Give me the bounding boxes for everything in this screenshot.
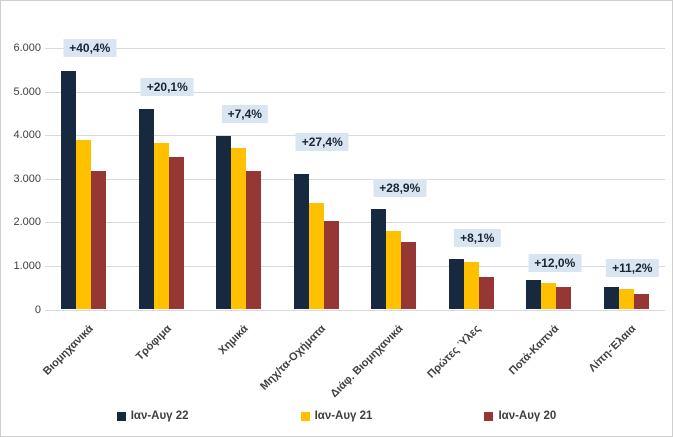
- x-axis-category-text: Ποτά-Καπνά: [506, 322, 561, 377]
- y-axis-tick-label: 1.000: [13, 259, 41, 272]
- bar-Ιαν-Αυγ-20-Βιομηχανικά: [91, 170, 107, 310]
- bar-Ιαν-Αυγ-22-Πρώτες Ύλες: [448, 258, 464, 310]
- x-axis-category-text: Τρόφιμα: [133, 322, 174, 363]
- gridline: [45, 48, 665, 49]
- x-axis-category-text: Χημικά: [216, 322, 251, 357]
- x-axis-category-text: Διάφ. Βιομηχανικά: [328, 322, 406, 400]
- legend-item: Ιαν-Αυγ 21: [300, 410, 373, 422]
- bar-Ιαν-Αυγ-20-Λίπη-Έλαια: [633, 293, 649, 310]
- x-axis-category-text: Λίπη-Έλαια: [586, 322, 639, 374]
- bar-Ιαν-Αυγ-21-Λίπη-Έλαια: [618, 289, 634, 310]
- bar-Ιαν-Αυγ-21-Πρώτες Ύλες: [463, 262, 479, 310]
- bar-Ιαν-Αυγ-20-Διάφ. Βιομηχανικά: [401, 242, 417, 310]
- bar-Ιαν-Αυγ-20-Ποτά-Καπνά: [556, 287, 572, 310]
- data-label: +11,2%: [606, 258, 659, 277]
- bar-Ιαν-Αυγ-21-Μηχ/τα-Οχήματα: [308, 203, 324, 310]
- x-axis-category-text: Πρώτες Ύλες: [425, 322, 484, 381]
- data-label: +28,9%: [373, 178, 427, 197]
- x-axis-category-text: Μηχ/τα-Οχήματα: [258, 322, 329, 393]
- bar-Ιαν-Αυγ-22-Χημικά: [216, 135, 232, 310]
- gridline: [45, 91, 665, 93]
- legend-swatch: [484, 411, 494, 421]
- bar-Ιαν-Αυγ-22-Διάφ. Βιομηχανικά: [371, 208, 387, 310]
- legend: Ιαν-Αυγ 22 Ιαν-Αυγ 21 Ιαν-Αυγ 20: [1, 410, 672, 422]
- gridline: [45, 265, 665, 267]
- gridline: [45, 178, 665, 180]
- bar-Ιαν-Αυγ-21-Ποτά-Καπνά: [541, 283, 557, 310]
- legend-label: Ιαν-Αυγ 20: [498, 410, 557, 422]
- bar-Ιαν-Αυγ-22-Βιομηχανικά: [61, 70, 77, 310]
- gridline: [45, 222, 665, 224]
- y-axis-tick-label: 2.000: [13, 216, 41, 229]
- data-label: +12,0%: [528, 253, 582, 272]
- y-axis-tick-label: 5.000: [13, 85, 41, 98]
- data-label: +40,4%: [63, 38, 117, 57]
- bar-Ιαν-Αυγ-21-Βιομηχανικά: [76, 139, 92, 310]
- bar-Ιαν-Αυγ-20-Μηχ/τα-Οχήματα: [323, 221, 339, 310]
- data-label: +27,4%: [295, 132, 349, 151]
- bar-Ιαν-Αυγ-20-Τρόφιμα: [168, 156, 184, 310]
- bar-Ιαν-Αυγ-22-Ποτά-Καπνά: [526, 279, 542, 310]
- legend-item: Ιαν-Αυγ 20: [484, 410, 556, 422]
- bar-Ιαν-Αυγ-22-Τρόφιμα: [138, 109, 154, 310]
- gridline: [45, 309, 665, 311]
- bar-Ιαν-Αυγ-21-Τρόφιμα: [153, 142, 169, 310]
- bar-Ιαν-Αυγ-22-Μηχ/τα-Οχήματα: [293, 173, 309, 310]
- y-axis-tick-label: 6.000: [13, 42, 41, 54]
- y-axis-tick-label: 3.000: [13, 172, 41, 185]
- bar-Ιαν-Αυγ-20-Χημικά: [246, 171, 262, 310]
- legend-item: Ιαν-Αυγ 22: [116, 410, 189, 422]
- gridline: [45, 135, 665, 137]
- data-label: +8,1%: [454, 228, 501, 247]
- y-axis-tick-label: 0: [34, 303, 41, 316]
- x-axis-category-text: Βιομηχανικά: [41, 322, 96, 378]
- bar-Ιαν-Αυγ-21-Διάφ. Βιομηχανικά: [386, 231, 402, 310]
- bar-Ιαν-Αυγ-22-Λίπη-Έλαια: [603, 286, 619, 310]
- legend-swatch: [300, 411, 310, 421]
- data-label: +20,1%: [140, 78, 194, 97]
- legend-label: Ιαν-Αυγ 21: [314, 410, 373, 422]
- legend-label: Ιαν-Αυγ 22: [130, 410, 189, 422]
- bar-Ιαν-Αυγ-21-Χημικά: [231, 147, 247, 310]
- data-label: +7,4%: [221, 104, 268, 123]
- legend-swatch: [116, 411, 126, 421]
- y-axis-tick-label: 4.000: [13, 129, 41, 142]
- bar-Ιαν-Αυγ-20-Πρώτες Ύλες: [478, 277, 494, 310]
